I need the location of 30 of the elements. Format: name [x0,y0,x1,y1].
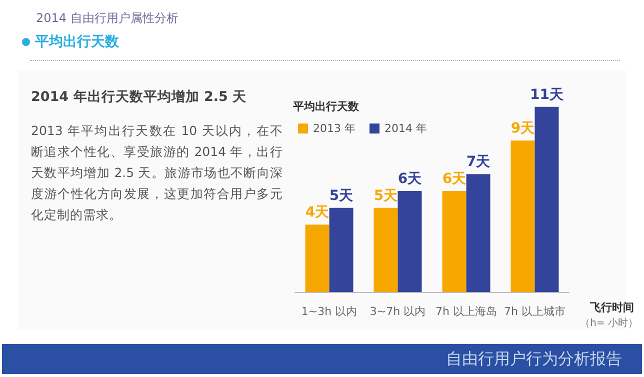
x-tick-label: 7h 以上城市 [504,305,566,318]
bar [398,191,422,292]
text: 平均出行天数 [35,33,119,51]
bar [442,191,466,292]
data-label: 9天 [510,120,536,136]
x-tick-label: 7h 以上海岛 [436,305,497,318]
legend-label: 2013 年 [313,122,356,135]
x-tick-label: 3~7h 以内 [370,305,426,318]
text: 2014 自由行用户属性分析 [36,10,178,27]
bar [305,224,330,292]
data-label: 7天 [466,154,492,170]
x-axis-title: 飞行时间 [590,300,634,315]
bar [510,140,535,292]
data-label: 4天 [305,204,330,221]
legend-label: 2014 年 [384,122,427,135]
text: 2013 年平均出行天数在 10 天以内，在不断追求个性化、享受旅游的 2014 年，出行天数平均增加 2.5 天。旅游市场也不断向深度游个性化方向发展，这更加符合用户多元化定制的需求。 [31,122,283,224]
bar [466,174,490,292]
text: 自由行用户行为分析报告 [446,349,622,370]
bar [329,208,354,292]
bar [534,106,559,292]
x-tick-label: 1~3h 以内 [301,305,358,318]
data-label: 5天 [374,188,399,204]
data-label: 6天 [398,171,423,187]
legend-title: 平均出行天数 [292,100,360,113]
data-label: 5天 [329,188,354,204]
data-label: 6天 [442,171,468,187]
text: 2014 年出行天数平均增加 2.5 天 [31,88,247,106]
bar [374,208,398,292]
text: （h= 小时） [580,316,638,330]
data-label: 11天 [530,86,564,103]
